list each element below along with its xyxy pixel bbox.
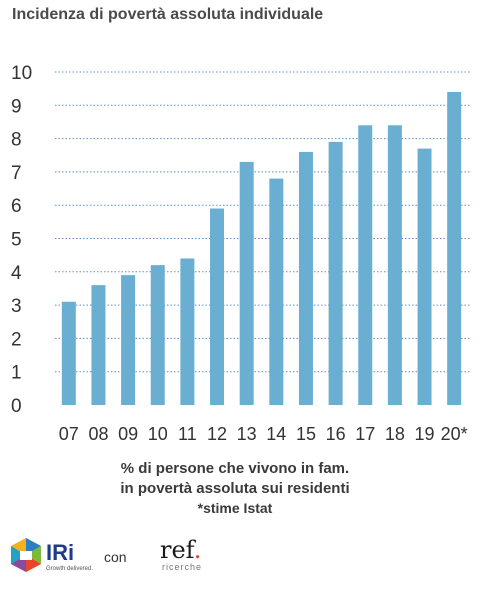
y-tick-label: 8 <box>11 130 22 151</box>
y-tick-label: 1 <box>11 363 22 384</box>
bar <box>91 285 106 405</box>
y-tick-label: 10 <box>11 63 32 84</box>
bar <box>417 148 432 405</box>
y-tick-label: 2 <box>11 329 22 350</box>
x-tick-label: 19 <box>415 424 435 444</box>
caption-line-1: % di persone che vivono in fam. <box>120 460 350 477</box>
x-tick-label: 15 <box>296 424 316 444</box>
y-tick-label: 7 <box>11 163 22 184</box>
chart-title: Incidenza di povertà assoluta individual… <box>12 6 324 23</box>
bar <box>358 125 373 405</box>
bar <box>298 151 313 405</box>
bar <box>269 178 284 405</box>
ref-ricerche-logo: ref. ricerche <box>160 538 202 572</box>
x-tick-label: 13 <box>237 424 257 444</box>
x-tick-label: 11 <box>178 424 197 444</box>
iri-tagline: Growth delivered. <box>46 566 94 572</box>
bar <box>239 161 254 405</box>
ref-logo-subtitle: ricerche <box>162 562 203 572</box>
bar <box>150 265 165 405</box>
x-tick-label: 07 <box>59 424 79 444</box>
x-tick-label: 08 <box>88 424 108 444</box>
x-tick-label: 20* <box>441 424 468 444</box>
con-label: con <box>104 549 127 565</box>
bar <box>121 275 136 405</box>
iri-logo-text: IRi <box>46 540 75 565</box>
bar <box>328 141 343 405</box>
ref-logo-text: ref <box>160 536 194 564</box>
x-tick-label: 18 <box>385 424 405 444</box>
y-tick-label: 9 <box>11 96 22 117</box>
x-tick-label: 10 <box>148 424 168 444</box>
y-tick-label: 0 <box>11 396 22 417</box>
y-tick-label: 3 <box>11 296 22 317</box>
x-tick-label: 14 <box>266 424 286 444</box>
bar <box>387 125 402 405</box>
y-tick-label: 5 <box>11 230 22 251</box>
x-tick-label: 16 <box>326 424 346 444</box>
caption-note: *stime Istat <box>197 500 273 516</box>
y-tick-label: 6 <box>11 196 22 217</box>
bar <box>180 258 195 405</box>
x-tick-label: 17 <box>355 424 375 444</box>
x-tick-label: 09 <box>118 424 138 444</box>
bar <box>210 208 225 405</box>
iri-logo-icon <box>11 538 41 572</box>
bar <box>61 301 76 405</box>
x-tick-label: 12 <box>207 424 227 444</box>
y-tick-label: 4 <box>11 263 22 284</box>
iri-logo: IRi Growth delivered. <box>8 536 108 580</box>
caption-line-2: in povertà assoluta sui residenti <box>120 480 350 497</box>
ref-logo-dot: . <box>193 536 202 564</box>
bar <box>447 91 462 405</box>
